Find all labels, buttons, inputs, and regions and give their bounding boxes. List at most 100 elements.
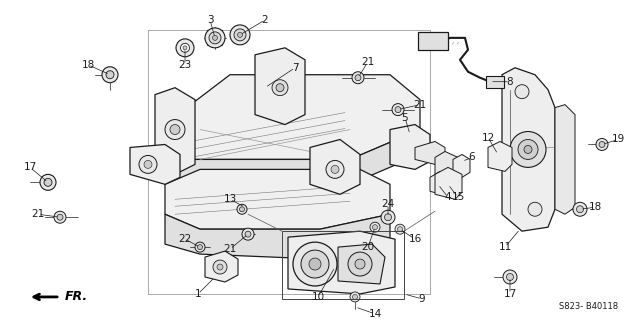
Polygon shape <box>130 144 180 184</box>
Circle shape <box>524 146 532 154</box>
Circle shape <box>272 80 288 96</box>
Text: 16: 16 <box>408 234 422 244</box>
Text: 8: 8 <box>507 77 514 87</box>
Text: 19: 19 <box>611 134 624 145</box>
Polygon shape <box>338 244 385 284</box>
Circle shape <box>510 132 546 167</box>
Circle shape <box>384 214 392 221</box>
Text: 11: 11 <box>498 242 512 252</box>
Text: 23: 23 <box>178 60 191 70</box>
Circle shape <box>301 250 329 278</box>
Text: 4: 4 <box>444 192 451 202</box>
Text: 13: 13 <box>223 194 236 204</box>
Circle shape <box>395 224 405 234</box>
Circle shape <box>54 211 66 223</box>
Text: 12: 12 <box>481 132 495 142</box>
Text: 18: 18 <box>81 60 94 70</box>
Text: 7: 7 <box>292 63 299 73</box>
Polygon shape <box>255 48 305 124</box>
Polygon shape <box>415 141 445 164</box>
Circle shape <box>106 71 114 79</box>
Circle shape <box>331 165 339 173</box>
Polygon shape <box>288 231 395 294</box>
Text: 14: 14 <box>368 309 382 319</box>
Text: 18: 18 <box>588 202 602 212</box>
Circle shape <box>234 29 246 41</box>
Polygon shape <box>488 141 512 172</box>
Circle shape <box>596 139 608 150</box>
Circle shape <box>326 160 344 178</box>
Text: 20: 20 <box>361 242 375 252</box>
Text: 6: 6 <box>469 152 476 163</box>
Text: S823- B40118: S823- B40118 <box>559 302 618 311</box>
Polygon shape <box>165 169 390 229</box>
Circle shape <box>139 156 157 173</box>
Text: 22: 22 <box>178 234 191 244</box>
Polygon shape <box>155 88 195 174</box>
Circle shape <box>599 141 605 148</box>
Text: 17: 17 <box>23 162 37 172</box>
Text: 21: 21 <box>223 244 236 254</box>
Text: 5: 5 <box>402 113 408 123</box>
Text: 21: 21 <box>413 100 427 110</box>
Circle shape <box>176 39 194 57</box>
Circle shape <box>355 75 361 81</box>
Polygon shape <box>390 124 430 169</box>
Circle shape <box>102 67 118 83</box>
Polygon shape <box>435 167 462 199</box>
Circle shape <box>503 270 517 284</box>
Text: 9: 9 <box>418 294 425 304</box>
Circle shape <box>170 124 180 134</box>
Text: 1: 1 <box>195 289 202 299</box>
Text: 17: 17 <box>503 289 517 299</box>
Circle shape <box>370 222 380 232</box>
Circle shape <box>205 28 225 48</box>
Circle shape <box>165 120 185 140</box>
Circle shape <box>213 260 227 274</box>
Polygon shape <box>158 130 420 184</box>
Circle shape <box>515 85 529 99</box>
Circle shape <box>230 25 250 45</box>
Polygon shape <box>453 155 470 177</box>
Polygon shape <box>205 251 238 282</box>
Text: 3: 3 <box>207 15 213 25</box>
Polygon shape <box>165 214 390 259</box>
Circle shape <box>350 292 360 302</box>
Polygon shape <box>502 68 555 231</box>
Circle shape <box>57 214 63 220</box>
Circle shape <box>209 32 221 44</box>
Polygon shape <box>310 140 360 194</box>
Polygon shape <box>435 151 458 177</box>
Text: 21: 21 <box>31 209 44 219</box>
Circle shape <box>573 202 587 216</box>
Circle shape <box>144 160 152 168</box>
Circle shape <box>240 207 245 212</box>
Circle shape <box>392 104 404 116</box>
Circle shape <box>198 244 202 250</box>
Text: 24: 24 <box>382 199 394 209</box>
Circle shape <box>348 252 372 276</box>
Text: 10: 10 <box>311 292 325 302</box>
Circle shape <box>507 274 514 281</box>
Circle shape <box>576 206 583 213</box>
Circle shape <box>293 242 337 286</box>
Circle shape <box>395 107 401 113</box>
Polygon shape <box>430 172 452 195</box>
Circle shape <box>352 72 364 84</box>
Text: FR.: FR. <box>65 291 88 303</box>
Circle shape <box>373 225 377 230</box>
Polygon shape <box>555 105 575 214</box>
Circle shape <box>355 259 365 269</box>
Circle shape <box>353 294 358 300</box>
Text: 21: 21 <box>361 57 375 67</box>
Circle shape <box>195 242 205 252</box>
Text: 15: 15 <box>451 192 465 202</box>
Bar <box>486 76 504 88</box>
Circle shape <box>183 46 187 50</box>
Bar <box>282 231 404 299</box>
Circle shape <box>381 210 395 224</box>
Circle shape <box>44 178 52 186</box>
Circle shape <box>276 84 284 92</box>
Circle shape <box>212 36 217 40</box>
Circle shape <box>245 231 251 237</box>
